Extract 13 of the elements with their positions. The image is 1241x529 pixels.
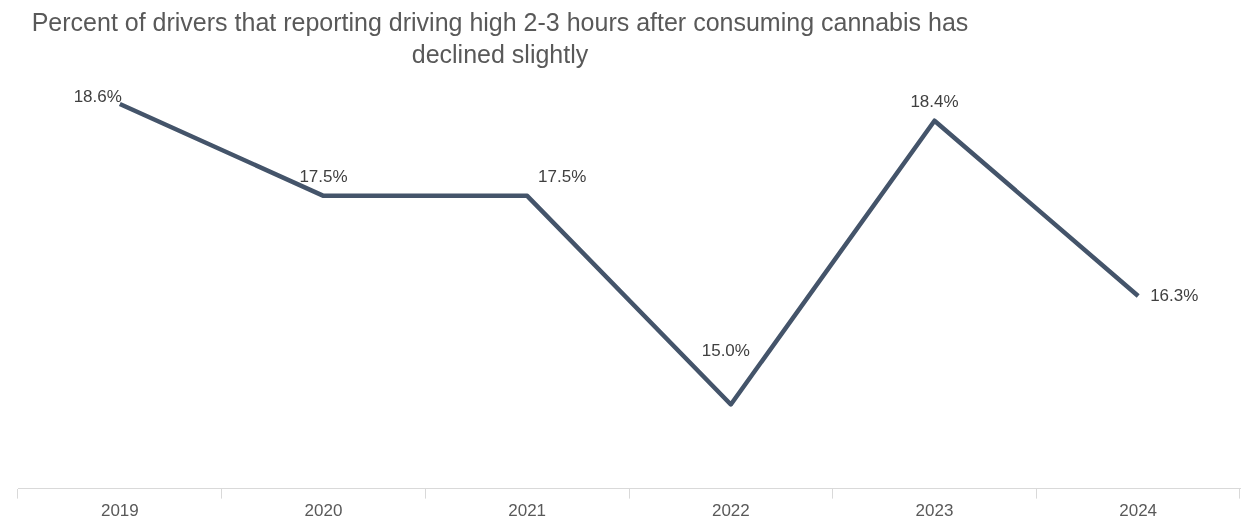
x-tick-label: 2020 [304,501,343,521]
data-label: 17.5% [538,167,587,187]
data-label: 15.0% [701,340,750,360]
data-label: 18.4% [910,91,959,111]
data-label: 16.3% [1150,285,1199,305]
data-label: 18.6% [73,87,122,107]
x-tick-label: 2024 [1119,501,1158,521]
chart-title: Percent of drivers that reporting driving high 2-3 hours after consuming cannabis has declined slightly [30,7,970,70]
x-tick-label: 2021 [508,501,547,521]
x-tick-label: 2019 [100,501,139,521]
data-label: 17.5% [299,167,348,187]
x-tick-label: 2023 [915,501,954,521]
x-tick-label: 2022 [711,501,750,521]
